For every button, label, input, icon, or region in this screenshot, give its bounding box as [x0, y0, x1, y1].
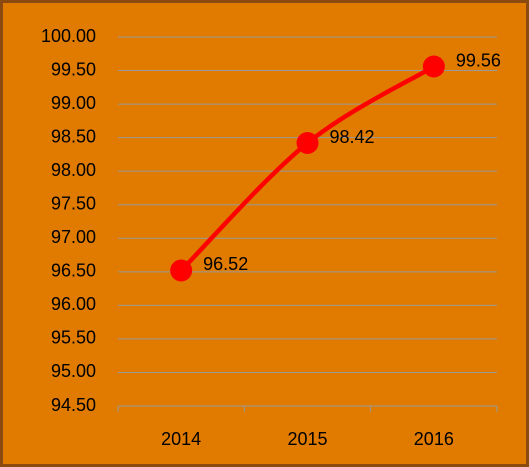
y-tick-label: 97.00 [51, 227, 96, 247]
y-tick-label: 96.00 [51, 294, 96, 314]
marker [422, 55, 445, 78]
y-tick-label: 99.00 [51, 93, 96, 113]
y-tick-label: 99.50 [51, 59, 96, 79]
data-label: 96.52 [203, 254, 248, 274]
y-tick-label: 97.50 [51, 193, 96, 213]
y-tick-label: 96.50 [51, 261, 96, 281]
y-tick-label: 98.00 [51, 160, 96, 180]
x-tick-label: 2015 [287, 429, 327, 449]
marker [170, 259, 193, 282]
y-tick-label: 98.50 [51, 126, 96, 146]
data-label: 98.42 [330, 127, 375, 147]
y-tick-label: 94.50 [51, 395, 96, 415]
data-label: 99.56 [456, 50, 501, 70]
x-tick-label: 2016 [414, 429, 454, 449]
y-tick-label: 100.00 [41, 26, 96, 46]
x-tick-label: 2014 [161, 429, 201, 449]
marker [296, 132, 319, 155]
y-tick-label: 95.50 [51, 328, 96, 348]
y-tick-label: 95.00 [51, 361, 96, 381]
